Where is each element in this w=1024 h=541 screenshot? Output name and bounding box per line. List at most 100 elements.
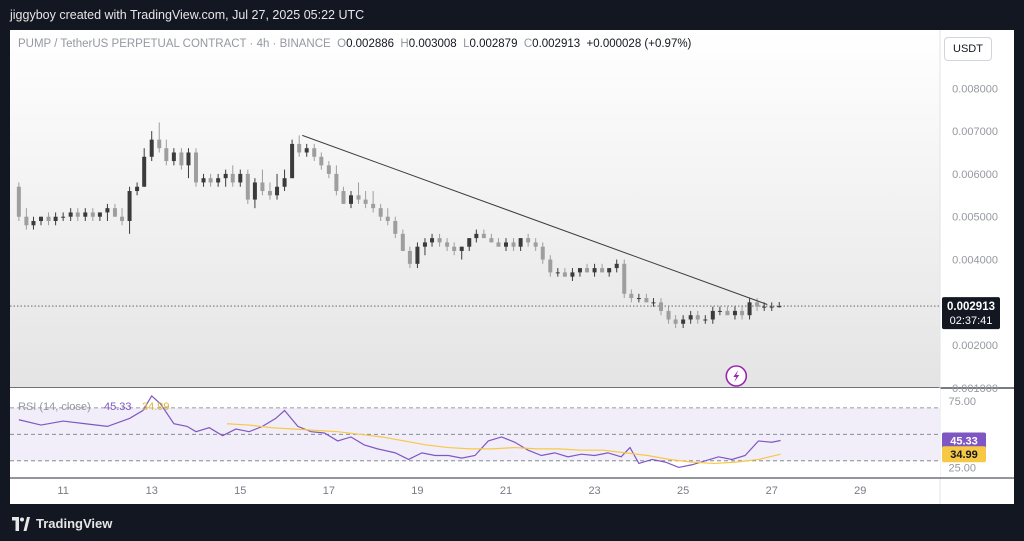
ohlc-legend: PUMP / TetherUS PERPETUAL CONTRACT · 4h … <box>18 38 691 50</box>
rsi-y-tick-label: 75.00 <box>948 396 976 408</box>
candle-body <box>651 302 656 304</box>
candle-body <box>282 178 287 187</box>
candle-body <box>260 182 265 192</box>
candle-body <box>600 268 605 273</box>
candle-body <box>194 152 198 183</box>
candle-body <box>230 173 235 183</box>
candle-body <box>666 310 671 320</box>
legend-change: +0.000028 (+0.97%) <box>586 38 692 50</box>
candle-body <box>622 263 627 294</box>
candle-body <box>481 233 486 239</box>
candle-body <box>629 293 634 299</box>
candle-body <box>75 212 80 217</box>
candle-body <box>607 268 612 273</box>
candle-body <box>149 139 154 157</box>
candle-body <box>378 208 383 217</box>
candle-body <box>341 191 346 204</box>
candle-body <box>415 246 420 264</box>
candle-body <box>562 272 567 277</box>
y-tick-label: 0.005000 <box>952 212 998 224</box>
footer: TradingView <box>0 504 1024 541</box>
candle-body <box>238 173 243 183</box>
candle-body <box>710 310 715 320</box>
price-badge-countdown: 02:37:41 <box>950 315 993 327</box>
candle-body <box>688 315 693 320</box>
price-badge-value: 0.002913 <box>947 301 995 313</box>
rsi-line <box>18 395 781 469</box>
x-tick-label: 23 <box>588 485 600 497</box>
chart-canvas[interactable]: 0.008000 0.007000 0.006000 0.005000 0.004000… <box>10 30 1014 504</box>
candle-body <box>644 298 649 303</box>
candle-body <box>585 268 590 273</box>
legend-h-label: H <box>400 38 409 50</box>
candle-body <box>216 178 221 183</box>
candle-body <box>201 178 206 183</box>
candle-body <box>555 272 560 274</box>
candle-body <box>186 152 191 166</box>
rsi-ma-badge <box>942 446 986 463</box>
candle-body <box>459 246 464 251</box>
candle-body <box>312 148 317 157</box>
candle-body <box>445 242 450 247</box>
candle-body <box>614 263 619 269</box>
candle-body <box>725 310 730 316</box>
price-pane <box>10 30 940 388</box>
candle-body <box>673 319 678 324</box>
x-tick-label: 21 <box>500 485 512 497</box>
candle-body <box>400 233 405 251</box>
candle-body <box>452 246 457 251</box>
candle-body <box>304 148 309 153</box>
candle-body <box>112 208 117 217</box>
legend-open: 0.002886 <box>346 38 395 50</box>
candle-body <box>83 212 88 217</box>
candle-body <box>275 186 280 196</box>
candle-body <box>430 238 435 243</box>
x-tick-label: 13 <box>146 485 158 497</box>
candle-body <box>570 272 575 277</box>
candle-body <box>592 268 597 273</box>
rsi-legend-value: 45.33 <box>104 401 132 413</box>
y-tick-label: 0.006000 <box>952 169 998 181</box>
candle-body <box>681 319 686 324</box>
candle-body <box>533 242 538 247</box>
candle-body <box>334 173 339 192</box>
candle-body <box>135 186 140 192</box>
candle-body <box>297 143 302 153</box>
caption-bar: jiggyboy created with TradingView.com, J… <box>0 0 1024 30</box>
candle-body <box>97 212 102 217</box>
candle-body <box>511 242 516 247</box>
candle-body <box>496 242 501 247</box>
candle-body <box>31 221 36 226</box>
legend-low: 0.002879 <box>469 38 518 50</box>
candle-body <box>142 156 147 187</box>
chart-panel[interactable]: 0.008000 0.007000 0.006000 0.005000 0.004000… <box>10 30 1014 504</box>
price-badge <box>942 297 1000 330</box>
candle-body <box>732 310 737 316</box>
currency-button[interactable]: USDT <box>944 37 992 61</box>
candle-body <box>548 259 553 273</box>
rsi-pane <box>10 388 940 478</box>
candle-body <box>24 216 29 226</box>
y-tick-label: 0.008000 <box>952 83 998 95</box>
candle-body <box>90 212 95 217</box>
y-tick-label: 0.002000 <box>952 340 998 352</box>
candle-body <box>717 310 722 312</box>
legend-close: 0.002913 <box>532 38 581 50</box>
x-tick-label: 17 <box>323 485 335 497</box>
candle-body <box>171 152 176 162</box>
candle-body <box>474 233 479 239</box>
rsi-legend-ma: 34.99 <box>142 401 170 413</box>
trendline <box>302 134 768 305</box>
candle-body <box>777 306 782 308</box>
candle-body <box>489 238 494 243</box>
rsi-badge <box>942 432 986 449</box>
candle-body <box>157 139 162 149</box>
candle-body <box>326 165 331 174</box>
y-tick-label: 0.007000 <box>952 126 998 138</box>
candle-body <box>252 182 257 200</box>
y-tick-label: 0.004000 <box>952 255 998 267</box>
candle-body <box>53 216 58 221</box>
candle-body <box>422 242 427 247</box>
y-tick-label: 0.001000 <box>952 383 998 395</box>
candle-body <box>16 186 21 217</box>
